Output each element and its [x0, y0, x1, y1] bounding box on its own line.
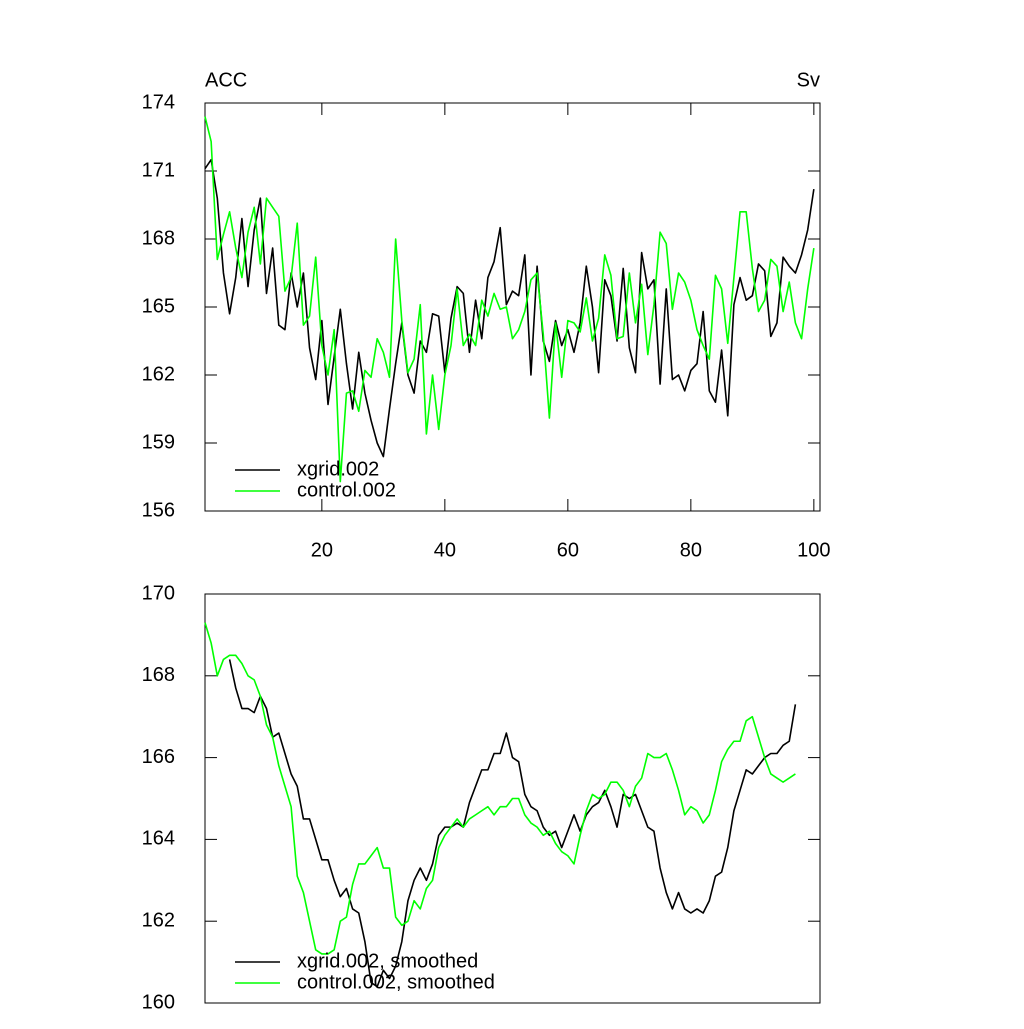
y-tick-label: 168 — [142, 227, 175, 249]
y-tick-label: 166 — [142, 746, 175, 768]
data-line — [204, 116, 815, 483]
data-line — [204, 158, 815, 458]
y-tick-label: 164 — [142, 828, 175, 850]
y-tick-label: 159 — [142, 431, 175, 453]
axis-label: ACC — [205, 69, 247, 91]
x-tick-label: 80 — [680, 539, 702, 561]
data-line — [228, 659, 797, 988]
y-tick-label: 162 — [142, 909, 175, 931]
y-tick-label: 174 — [142, 91, 175, 113]
y-tick-label: 170 — [142, 582, 175, 604]
y-tick-label: 156 — [142, 499, 175, 521]
axis-label: Sv — [797, 69, 820, 91]
legend-label: control.002, smoothed — [297, 971, 495, 993]
data-line — [204, 622, 796, 955]
x-tick-label: 20 — [311, 539, 333, 561]
x-tick-label: 40 — [434, 539, 456, 561]
y-tick-label: 165 — [142, 295, 175, 317]
legend-label: xgrid.002 — [297, 458, 379, 480]
x-tick-label: 100 — [797, 539, 830, 561]
y-tick-label: 171 — [142, 159, 175, 181]
legend-label: control.002 — [297, 479, 396, 501]
plot-frame — [204, 593, 821, 1004]
y-tick-label: 162 — [142, 363, 175, 385]
y-tick-label: 160 — [142, 991, 175, 1013]
y-tick-label: 168 — [142, 664, 175, 686]
x-tick-label: 60 — [557, 539, 579, 561]
legend-label: xgrid.002, smoothed — [297, 950, 478, 972]
